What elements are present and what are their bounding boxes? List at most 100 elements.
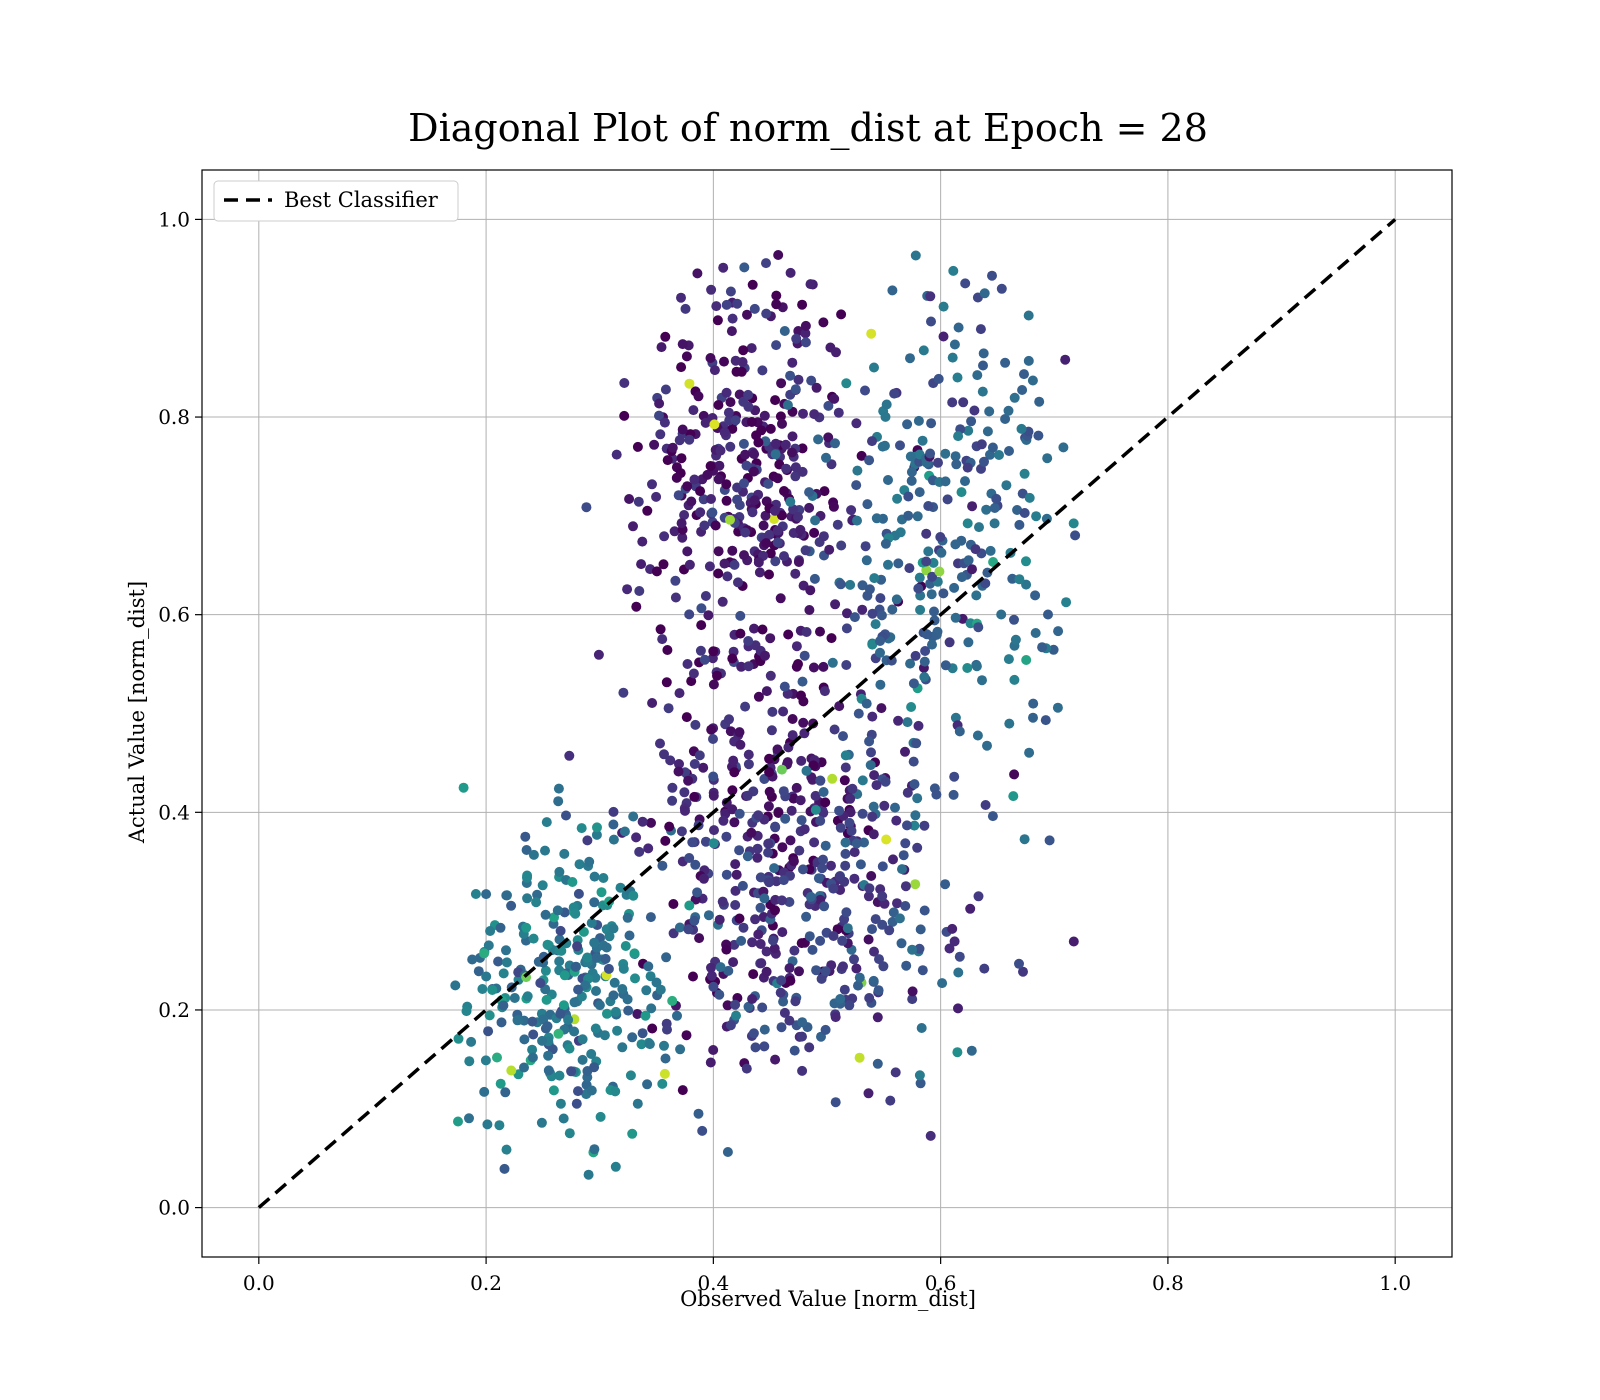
scatter-point-390 bbox=[773, 808, 784, 818]
scatter-point-1556 bbox=[855, 859, 866, 870]
scatter-point-784 bbox=[935, 532, 946, 542]
scatter-point-1253 bbox=[543, 1065, 554, 1076]
scatter-point-848 bbox=[938, 301, 949, 312]
scatter-point-796 bbox=[978, 348, 989, 359]
scatter-point-865 bbox=[908, 678, 919, 689]
scatter-point-214 bbox=[823, 400, 834, 411]
scatter-point-624 bbox=[820, 840, 831, 851]
scatter-point-679 bbox=[687, 837, 698, 848]
scatter-point-691 bbox=[649, 439, 660, 450]
scatter-point-366 bbox=[667, 795, 678, 806]
scatter-point-1037 bbox=[970, 544, 981, 555]
scatter-point-1248 bbox=[496, 1017, 507, 1028]
scatter-point-543 bbox=[842, 608, 852, 619]
scatter-point-1028 bbox=[963, 555, 974, 566]
scatter-point-1326 bbox=[569, 997, 580, 1008]
scatter-points bbox=[450, 250, 1081, 1180]
scatter-point-1446 bbox=[844, 817, 855, 828]
scatter-point-1371 bbox=[885, 1095, 896, 1106]
scatter-point-1278 bbox=[541, 817, 552, 828]
scatter-point-972 bbox=[940, 476, 951, 487]
scatter-point-76 bbox=[726, 326, 737, 337]
scatter-point-1287 bbox=[567, 877, 578, 887]
scatter-point-298 bbox=[628, 521, 638, 532]
scatter-point-338 bbox=[749, 303, 760, 314]
scatter-point-745 bbox=[978, 360, 988, 371]
scatter-point-248 bbox=[772, 537, 783, 548]
scatter-point-1191 bbox=[577, 1034, 588, 1045]
scatter-point-1202 bbox=[644, 1039, 655, 1050]
scatter-point-336 bbox=[740, 449, 751, 460]
scatter-point-120 bbox=[758, 520, 769, 531]
scatter-point-724 bbox=[902, 787, 913, 798]
scatter-point-1000 bbox=[1007, 573, 1018, 584]
scatter-point-189 bbox=[765, 633, 776, 644]
scatter-point-349 bbox=[770, 438, 781, 449]
scatter-point-1224 bbox=[563, 1014, 574, 1025]
scatter-point-168 bbox=[764, 529, 775, 540]
scatter-point-1298 bbox=[589, 1062, 600, 1073]
scatter-point-255 bbox=[772, 473, 783, 484]
scatter-point-1052 bbox=[485, 926, 496, 936]
scatter-point-1076 bbox=[608, 819, 619, 830]
scatter-point-258 bbox=[660, 384, 671, 395]
scatter-point-676 bbox=[753, 929, 764, 940]
scatter-point-1351 bbox=[628, 890, 639, 901]
scatter-point-670 bbox=[564, 750, 575, 761]
scatter-point-139 bbox=[760, 510, 771, 521]
scatter-point-42 bbox=[711, 301, 722, 312]
scatter-point-219 bbox=[710, 520, 721, 531]
scatter-point-1359 bbox=[662, 1024, 672, 1035]
scatter-point-658 bbox=[729, 767, 740, 778]
scatter-point-1501 bbox=[907, 944, 918, 955]
scatter-point-1568 bbox=[708, 981, 719, 992]
scatter-point-1415 bbox=[789, 1045, 800, 1056]
scatter-point-1380 bbox=[813, 873, 824, 884]
scatter-point-758 bbox=[813, 434, 824, 445]
scatter-point-803 bbox=[851, 480, 862, 491]
scatter-point-830 bbox=[853, 708, 864, 719]
scatter-point-625 bbox=[756, 958, 767, 969]
scatter-point-256 bbox=[743, 389, 754, 400]
scatter-point-279 bbox=[749, 495, 760, 506]
scatter-point-552 bbox=[767, 706, 778, 717]
scatter-point-1311 bbox=[610, 1086, 621, 1097]
scatter-point-1514 bbox=[870, 619, 881, 630]
scatter-point-384 bbox=[737, 880, 748, 891]
scatter-point-916 bbox=[876, 610, 887, 621]
scatter-point-1160 bbox=[554, 956, 565, 967]
scatter-point-510 bbox=[748, 969, 759, 980]
scatter-point-1529 bbox=[900, 838, 911, 849]
scatter-point-1251 bbox=[540, 845, 550, 856]
scatter-point-1292 bbox=[537, 880, 548, 891]
scatter-point-988 bbox=[906, 475, 917, 486]
scatter-point-331 bbox=[836, 309, 847, 320]
scatter-point-391 bbox=[771, 876, 782, 887]
scatter-point-1297 bbox=[572, 941, 583, 952]
scatter-point-1273 bbox=[608, 990, 619, 1001]
scatter-point-321 bbox=[680, 303, 691, 314]
scatter-point-986 bbox=[936, 547, 947, 558]
scatter-point-850 bbox=[948, 789, 959, 800]
scatter-point-632 bbox=[718, 815, 729, 826]
scatter-point-1413 bbox=[879, 800, 890, 811]
scatter-point-1521 bbox=[637, 816, 648, 827]
scatter-point-1455 bbox=[797, 676, 808, 687]
scatter-point-664 bbox=[673, 766, 684, 777]
scatter-point-1382 bbox=[880, 776, 891, 787]
scatter-point-1196 bbox=[483, 940, 494, 951]
scatter-point-678 bbox=[790, 568, 801, 579]
scatter-point-748 bbox=[967, 501, 978, 512]
scatter-point-634 bbox=[655, 738, 665, 749]
scatter-point-443 bbox=[730, 900, 741, 910]
scatter-point-1533 bbox=[784, 963, 795, 974]
scatter-point-452 bbox=[784, 897, 795, 907]
scatter-point-887 bbox=[956, 487, 967, 498]
scatter-point-705 bbox=[721, 944, 732, 955]
scatter-point-45 bbox=[819, 486, 830, 497]
scatter-point-686 bbox=[764, 767, 775, 778]
scatter-point-814 bbox=[913, 415, 924, 426]
scatter-point-639 bbox=[679, 787, 690, 798]
scatter-point-110 bbox=[611, 449, 622, 460]
scatter-point-985 bbox=[836, 540, 847, 551]
